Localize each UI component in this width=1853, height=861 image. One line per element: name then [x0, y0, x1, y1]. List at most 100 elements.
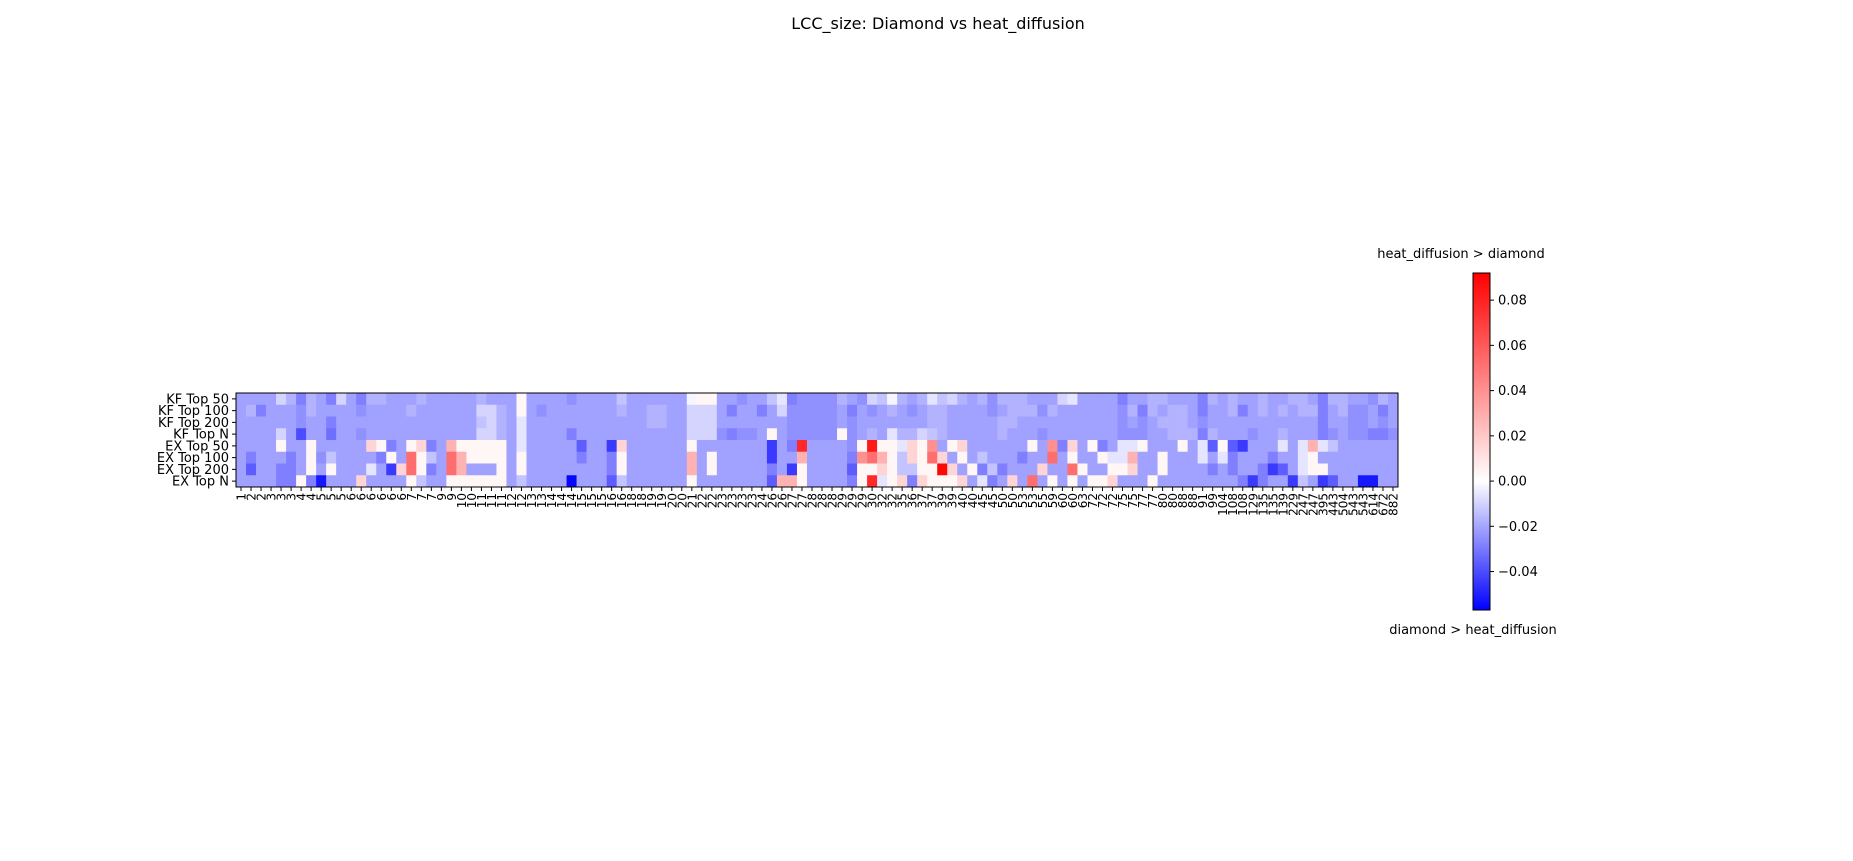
- column-label: 6: [365, 493, 379, 501]
- heatmap-cell: [406, 463, 417, 476]
- column-label: 7: [425, 493, 439, 501]
- heatmap-cell: [386, 393, 397, 406]
- heatmap-cell: [536, 451, 547, 464]
- heatmap-cell: [1027, 428, 1038, 441]
- heatmap-cell: [416, 463, 427, 476]
- heatmap-cell: [1267, 440, 1279, 453]
- heatmap-cell: [947, 428, 958, 441]
- heatmap-cell: [396, 393, 407, 406]
- heatmap-cell: [646, 404, 658, 417]
- heatmap-cell: [1017, 404, 1028, 417]
- heatmap-cell: [1157, 440, 1168, 453]
- heatmap-cell: [1107, 463, 1118, 476]
- heatmap-cell: [1297, 393, 1309, 406]
- column-label: 28: [805, 493, 819, 508]
- heatmap-cell: [1047, 428, 1058, 441]
- heatmap-cell: [1237, 428, 1249, 441]
- heatmap-cell: [436, 475, 447, 488]
- heatmap-cell: [1107, 404, 1118, 417]
- heatmap-cell: [997, 451, 1008, 464]
- heatmap-cell: [1017, 416, 1028, 429]
- column-label: 24: [755, 493, 769, 508]
- heatmap-cell: [386, 463, 397, 476]
- heatmap-cell: [1037, 475, 1048, 488]
- column-label: 39: [936, 493, 950, 508]
- heatmap-cell: [1297, 404, 1309, 417]
- heatmap-cell: [1057, 393, 1068, 406]
- heatmap-cell: [1057, 475, 1068, 488]
- heatmap-cell: [1137, 404, 1148, 417]
- heatmap-cell: [1057, 440, 1068, 453]
- heatmap-cell: [867, 463, 878, 476]
- heatmap-cell: [1147, 404, 1158, 417]
- heatmap-cell: [1167, 404, 1178, 417]
- heatmap-cell: [1037, 440, 1048, 453]
- column-label: 108: [1236, 493, 1250, 516]
- heatmap-cell: [526, 416, 537, 429]
- heatmap-cell: [827, 416, 838, 429]
- heatmap-cell: [316, 416, 327, 429]
- heatmap-cell: [676, 463, 688, 476]
- heatmap-cell: [676, 440, 688, 453]
- heatmap-cell: [1027, 451, 1038, 464]
- column-label: 72: [1096, 493, 1110, 508]
- colorbar-tick-label: 0.00: [1498, 475, 1527, 490]
- column-label: 229: [1286, 493, 1300, 516]
- heatmap-cell: [326, 440, 337, 453]
- heatmap-cell: [446, 393, 457, 406]
- heatmap-cell: [576, 463, 587, 476]
- heatmap-cell: [436, 440, 447, 453]
- heatmap-cell: [857, 393, 868, 406]
- heatmap-cell: [606, 416, 617, 429]
- heatmap-cell: [646, 428, 658, 441]
- heatmap-cell: [1357, 440, 1369, 453]
- heatmap-cell: [887, 416, 898, 429]
- column-label: 15: [575, 493, 589, 508]
- heatmap-cell: [356, 416, 367, 429]
- heatmap-cell: [1047, 463, 1058, 476]
- heatmap-cell: [786, 440, 798, 453]
- heatmap-cell: [426, 475, 437, 488]
- heatmap-cell: [1257, 428, 1269, 441]
- heatmap-cell: [937, 393, 948, 406]
- column-label: 59: [1046, 493, 1060, 508]
- heatmap-cell: [246, 393, 257, 406]
- heatmap-cell: [666, 440, 678, 453]
- heatmap-cell: [266, 475, 277, 488]
- column-label: 6: [395, 493, 409, 501]
- heatmap-cell: [756, 428, 768, 441]
- column-label: 12: [505, 493, 519, 508]
- heatmap-cell: [696, 393, 708, 406]
- heatmap-cell: [726, 440, 738, 453]
- heatmap-cell: [877, 416, 888, 429]
- heatmap-cell: [997, 440, 1008, 453]
- heatmap-cell: [446, 440, 457, 453]
- heatmap-cell: [536, 463, 547, 476]
- heatmap-cell: [706, 475, 718, 488]
- heatmap-cell: [726, 416, 738, 429]
- column-label: 15: [595, 493, 609, 508]
- heatmap-cell: [236, 463, 247, 476]
- heatmap-cell: [1287, 440, 1299, 453]
- heatmap-cell: [246, 463, 257, 476]
- heatmap-cell: [877, 393, 888, 406]
- heatmap-cell: [716, 404, 728, 417]
- heatmap-cell: [776, 393, 788, 406]
- heatmap-cell: [837, 451, 848, 464]
- heatmap-cell: [256, 416, 267, 429]
- heatmap-cell: [957, 451, 968, 464]
- heatmap-cell: [356, 440, 367, 453]
- colorbar-tick-label: 0.08: [1498, 294, 1527, 309]
- heatmap-cell: [486, 440, 497, 453]
- heatmap-cell: [576, 451, 587, 464]
- heatmap-cell: [376, 428, 387, 441]
- heatmap-cell: [426, 463, 437, 476]
- heatmap-cell: [706, 428, 718, 441]
- heatmap-cell: [1357, 428, 1369, 441]
- heatmap-cell: [286, 428, 297, 441]
- heatmap-cell: [1217, 393, 1229, 406]
- heatmap-cell: [626, 416, 637, 429]
- heatmap-cell: [1367, 393, 1379, 406]
- heatmap-cell: [766, 451, 778, 464]
- heatmap-cell: [1017, 463, 1028, 476]
